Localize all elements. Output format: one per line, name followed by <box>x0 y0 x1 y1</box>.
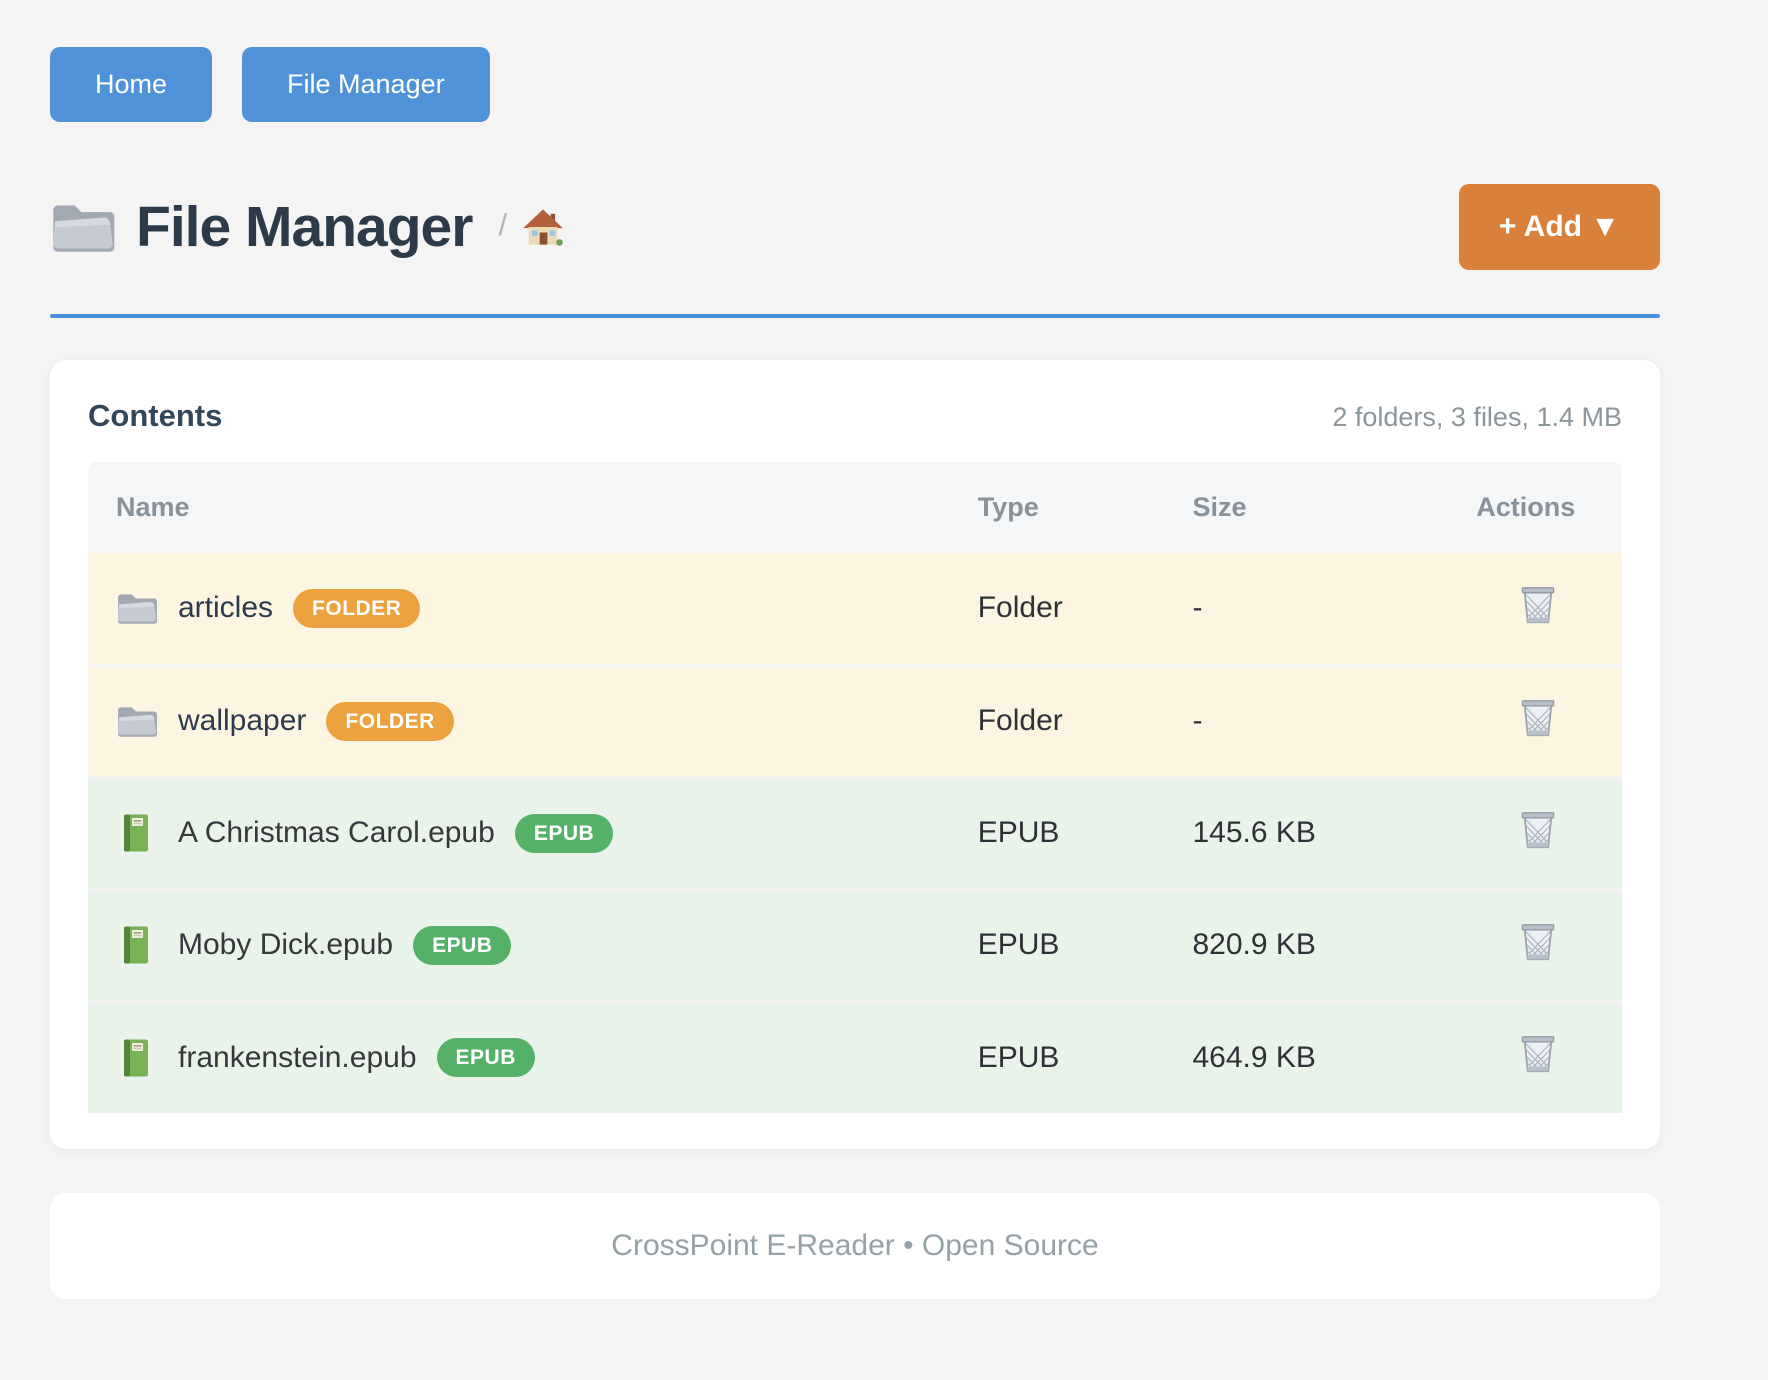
add-dropdown-button[interactable]: + Add ▼ <box>1458 184 1660 270</box>
file-table-body: articles FOLDER Folder - <box>88 553 1622 1113</box>
type-badge: EPUB <box>413 925 512 965</box>
delete-button[interactable] <box>1518 807 1558 852</box>
trash-icon <box>1522 1036 1555 1073</box>
name-cell: frankenstein.epub EPUB <box>88 999 978 1113</box>
trash-icon <box>1522 923 1555 960</box>
table-row[interactable]: Moby Dick.epub EPUB EPUB 820.9 KB <box>88 887 1622 1001</box>
trash-icon <box>1522 586 1555 623</box>
table-row[interactable]: wallpaper FOLDER Folder - <box>88 663 1622 777</box>
delete-button[interactable] <box>1518 582 1558 627</box>
type-badge: EPUB <box>514 813 614 853</box>
contents-summary: 2 folders, 3 files, 1.4 MB <box>1332 402 1622 432</box>
actions-cell <box>1476 887 1622 1001</box>
table-row[interactable]: A Christmas Carol.epub EPUB EPUB 145.6 K… <box>88 775 1622 889</box>
name-cell: articles FOLDER <box>88 553 978 665</box>
file-table-header: Name Type Size Actions <box>88 462 1622 553</box>
contents-heading: Contents <box>88 398 223 433</box>
column-header-size: Size <box>1192 462 1477 553</box>
type-cell: Folder <box>977 663 1193 777</box>
footer-text: CrossPoint E-Reader • Open Source <box>611 1229 1099 1262</box>
house-icon[interactable] <box>521 205 565 249</box>
top-nav: Home File Manager <box>50 47 1660 122</box>
nav-file-manager-button[interactable]: File Manager <box>242 47 490 122</box>
item-name[interactable]: frankenstein.epub <box>178 1040 417 1074</box>
trash-icon <box>1522 699 1555 736</box>
title-group: File Manager / <box>50 194 565 260</box>
size-cell: 464.9 KB <box>1192 999 1477 1113</box>
folder-icon <box>53 205 115 252</box>
green-book-icon <box>124 1039 150 1077</box>
breadcrumb: / <box>498 205 565 249</box>
type-cell: Folder <box>977 553 1193 665</box>
item-name[interactable]: Moby Dick.epub <box>178 928 394 961</box>
table-row[interactable]: articles FOLDER Folder - <box>88 553 1622 665</box>
column-header-actions: Actions <box>1476 462 1622 553</box>
type-badge: FOLDER <box>293 588 421 628</box>
name-cell: A Christmas Carol.epub EPUB <box>88 775 978 889</box>
type-cell: EPUB <box>977 999 1193 1113</box>
type-cell: EPUB <box>977 887 1193 1001</box>
footer-card: CrossPoint E-Reader • Open Source <box>50 1193 1660 1299</box>
title-underline <box>50 314 1660 318</box>
actions-cell <box>1476 999 1622 1113</box>
trash-icon <box>1522 811 1555 848</box>
type-badge: EPUB <box>436 1038 535 1078</box>
page-title: File Manager <box>136 195 473 259</box>
column-header-name: Name <box>88 462 978 553</box>
item-name[interactable]: wallpaper <box>178 704 307 737</box>
breadcrumb-separator: / <box>498 207 508 242</box>
item-name[interactable]: A Christmas Carol.epub <box>178 816 495 849</box>
name-cell: Moby Dick.epub EPUB <box>88 887 978 1001</box>
item-name[interactable]: articles <box>178 591 274 625</box>
column-header-type: Type <box>977 462 1193 553</box>
file-table: Name Type Size Actions <box>88 462 1622 1113</box>
contents-card: Contents 2 folders, 3 files, 1.4 MB Name… <box>50 360 1660 1149</box>
actions-cell <box>1476 553 1622 665</box>
type-badge: FOLDER <box>326 701 454 741</box>
size-cell: 145.6 KB <box>1192 775 1477 889</box>
actions-cell <box>1476 663 1622 777</box>
green-book-icon <box>124 814 150 852</box>
type-cell: EPUB <box>977 775 1193 889</box>
green-book-icon <box>124 926 150 964</box>
name-cell: wallpaper FOLDER <box>88 663 978 777</box>
folder-icon <box>118 594 157 624</box>
delete-button[interactable] <box>1518 1031 1558 1076</box>
nav-home-button[interactable]: Home <box>50 47 213 122</box>
size-cell: - <box>1192 553 1477 665</box>
table-row[interactable]: frankenstein.epub EPUB EPUB 464.9 KB <box>88 999 1622 1113</box>
actions-cell <box>1476 775 1622 889</box>
folder-icon <box>118 707 157 737</box>
page-header: File Manager / + Add ▼ <box>50 184 1660 270</box>
delete-button[interactable] <box>1518 695 1558 740</box>
delete-button[interactable] <box>1518 919 1558 964</box>
size-cell: - <box>1192 663 1477 777</box>
size-cell: 820.9 KB <box>1192 887 1477 1001</box>
page: Home File Manager File Manager / <box>50 0 1660 1299</box>
contents-card-header: Contents 2 folders, 3 files, 1.4 MB <box>88 398 1622 434</box>
